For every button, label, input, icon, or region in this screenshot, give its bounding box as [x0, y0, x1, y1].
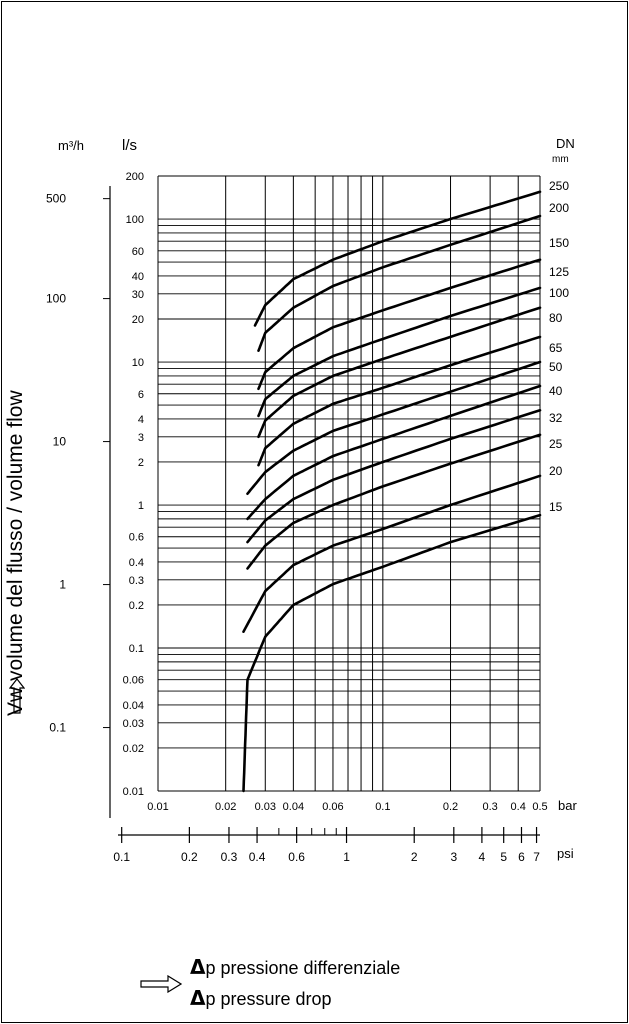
ls-tick-label: 2 — [138, 457, 144, 469]
m3h-tick-label: 1 — [59, 578, 66, 592]
psi-tick-label: 7 — [533, 850, 540, 864]
psi-tick-label: 0.1 — [113, 850, 130, 864]
bar-tick-label: 0.4 — [511, 801, 526, 813]
legend-text-english: p pressure drop — [205, 989, 332, 1009]
ls-tick-label: 3 — [138, 432, 144, 444]
ls-unit-label: l/s — [122, 137, 137, 154]
bar-tick-label: 0.01 — [147, 801, 168, 813]
flow-curve-dn125 — [257, 286, 542, 418]
ls-tick-label: 0.4 — [129, 557, 144, 569]
bar-tick-label: 0.1 — [375, 801, 390, 813]
ls-tick-label: 6 — [138, 389, 144, 401]
flow-curve-dn200 — [257, 214, 542, 352]
ls-tick-label: 4 — [138, 414, 144, 426]
legend-line-italian: Δp pressione differenziale — [190, 955, 400, 979]
ls-tick-label: 0.1 — [129, 643, 144, 655]
psi-tick-label: 3 — [450, 850, 457, 864]
dn-label-40: 40 — [549, 384, 563, 398]
ls-tick-label: 200 — [126, 171, 144, 183]
ls-tick-label: 1 — [138, 500, 144, 512]
flow-curve-dn25 — [242, 474, 542, 633]
bar-tick-label: 0.06 — [322, 801, 343, 813]
dn-label-100: 100 — [549, 286, 569, 300]
ls-tick-label: 40 — [132, 271, 144, 283]
ls-tick-label: 60 — [132, 246, 144, 258]
dn-header-label: DN — [556, 136, 575, 151]
legend-text-italian: p pressione differenziale — [205, 958, 401, 978]
dn-label-125: 125 — [549, 265, 569, 279]
bar-tick-label: 0.04 — [283, 801, 304, 813]
psi-tick-label: 0.3 — [221, 850, 238, 864]
flow-curve-dn32 — [246, 433, 542, 570]
y-axis-title: Vw volume del flusso / volume flow — [4, 390, 27, 716]
dn-label-20: 20 — [549, 464, 563, 478]
flow-curve-dn65 — [246, 360, 542, 495]
psi-tick-label: 4 — [479, 850, 486, 864]
psi-unit-label: psi — [557, 846, 574, 861]
bar-tick-label: 0.03 — [255, 801, 276, 813]
flow-curve-dn40 — [246, 409, 542, 544]
dn-label-150: 150 — [549, 236, 569, 250]
m3h-unit-label: m³/h — [58, 138, 84, 153]
ls-tick-label: 10 — [132, 357, 144, 369]
bar-tick-label: 0.3 — [482, 801, 497, 813]
bar-unit-label: bar — [558, 798, 577, 813]
dn-label-250: 250 — [549, 179, 569, 193]
m3h-tick-label: 10 — [53, 435, 67, 449]
dn-label-80: 80 — [549, 311, 563, 325]
ls-tick-label: 0.06 — [123, 675, 144, 687]
delta-symbol: Δ — [190, 955, 206, 979]
dn-unit-label: mm — [552, 154, 569, 165]
flow-curve-dn20 — [242, 513, 542, 793]
m3h-tick-label: 0.1 — [49, 721, 66, 735]
ls-tick-label: 0.3 — [129, 575, 144, 587]
ls-tick-label: 30 — [132, 289, 144, 301]
right-arrow-icon — [140, 975, 182, 993]
dn-label-25: 25 — [549, 437, 563, 451]
bar-tick-label: 0.02 — [215, 801, 236, 813]
delta-symbol: Δ — [190, 986, 206, 1010]
flow-curve-dn80 — [257, 335, 542, 467]
ls-tick-label: 0.04 — [123, 700, 144, 712]
ls-tick-label: 0.01 — [123, 786, 144, 798]
psi-tick-label: 0.6 — [288, 850, 305, 864]
flow-curve-dn50 — [246, 384, 542, 521]
ls-tick-label: 20 — [132, 314, 144, 326]
psi-tick-label: 2 — [411, 850, 418, 864]
ls-tick-label: 0.6 — [129, 532, 144, 544]
psi-tick-label: 6 — [518, 850, 525, 864]
m3h-tick-label: 100 — [46, 292, 66, 306]
dn-label-32: 32 — [549, 411, 563, 425]
ls-tick-label: 0.02 — [123, 743, 144, 755]
psi-tick-label: 1 — [343, 850, 350, 864]
flow-curve-dn250 — [253, 190, 542, 327]
psi-tick-label: 0.2 — [181, 850, 198, 864]
psi-tick-label: 0.4 — [249, 850, 266, 864]
ls-tick-label: 0.03 — [123, 718, 144, 730]
dn-label-65: 65 — [549, 341, 563, 355]
legend-line-english: Δp pressure drop — [190, 986, 332, 1010]
dn-label-200: 200 — [549, 201, 569, 215]
dn-label-50: 50 — [549, 360, 563, 374]
ls-tick-label: 0.2 — [129, 600, 144, 612]
dn-label-15: 15 — [549, 500, 563, 514]
ls-tick-label: 100 — [126, 214, 144, 226]
psi-tick-label: 5 — [500, 850, 507, 864]
bar-tick-label: 0.2 — [443, 801, 458, 813]
up-arrow-icon — [9, 678, 25, 714]
m3h-tick-label: 500 — [46, 192, 66, 206]
flow-curve-dn100 — [257, 306, 542, 439]
flow-curve-dn150 — [257, 258, 542, 391]
bar-tick-label: 0.5 — [532, 801, 547, 813]
